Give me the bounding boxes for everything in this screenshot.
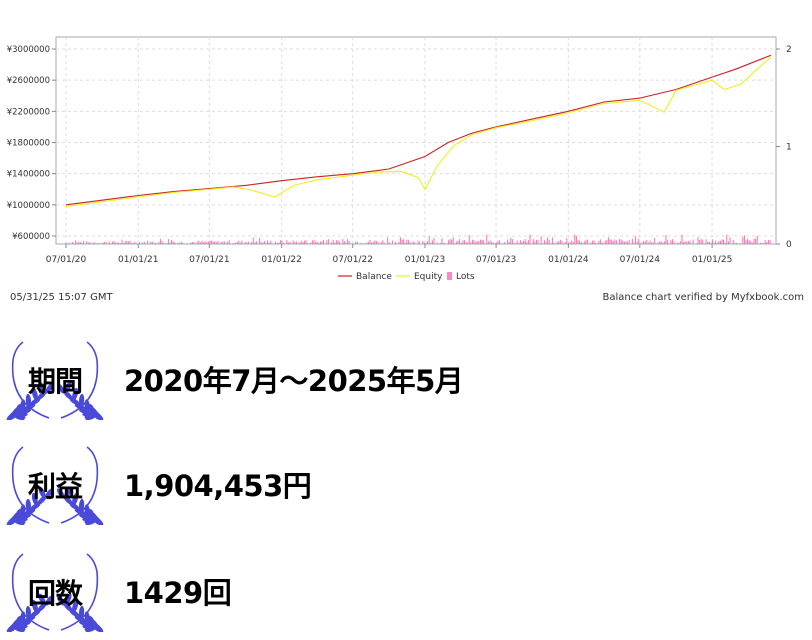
y2-tick-label: 1: [786, 143, 792, 153]
x-tick-label: 07/01/24: [620, 255, 661, 265]
laurel-wreath-icon: [6, 553, 104, 632]
series-line-equity: [65, 56, 772, 207]
series-lines: [65, 54, 772, 207]
series-line-balance: [65, 54, 772, 206]
y-tick-label: ¥2200000: [7, 107, 50, 117]
x-tick-label: 01/01/23: [405, 255, 445, 265]
stat-profit: 利益 1,904,453円: [0, 443, 812, 533]
chart-timestamp: 05/31/25 15:07 GMT: [10, 292, 113, 303]
y-tick-label: ¥2600000: [7, 76, 50, 86]
y2-tick-label: 0: [786, 240, 792, 250]
laurel-wreath-icon: [6, 446, 104, 525]
x-tick-label: 07/01/23: [476, 255, 516, 265]
chart-legend[interactable]: Balance Equity Lots: [338, 272, 475, 282]
lots-bars: [65, 234, 771, 244]
x-tick-label: 01/01/25: [692, 255, 732, 265]
legend-swatch-lots: [447, 272, 452, 280]
stat-trades-label: 回数: [27, 577, 83, 610]
legend-label-lots: Lots: [456, 272, 475, 282]
legend-label-balance: Balance: [356, 272, 392, 282]
stat-trades: 回数 1429回: [0, 550, 812, 640]
stat-profit-label: 利益: [27, 470, 83, 503]
laurel-wreath-icon: [6, 341, 104, 420]
y-tick-label: ¥600000: [12, 232, 50, 242]
stat-period-value: 2020年7月〜2025年5月: [124, 364, 464, 398]
x-tick-label: 07/01/22: [333, 255, 373, 265]
stat-period: 期間 2020年7月〜2025年5月: [0, 338, 812, 428]
x-tick-label: 01/01/22: [261, 255, 301, 265]
stat-trades-value: 1429回: [124, 576, 232, 610]
y2-tick-label: 2: [786, 45, 792, 55]
chart-credit[interactable]: Balance chart verified by Myfxbook.com: [602, 292, 804, 303]
axis-labels: 07/01/20 01/01/21 07/01/21 01/01/22 07/01/22…: [7, 45, 792, 265]
y-tick-label: ¥1800000: [7, 139, 50, 149]
x-tick-label: 07/01/20: [46, 255, 87, 265]
stat-profit-value: 1,904,453円: [124, 469, 312, 503]
y-tick-label: ¥1000000: [7, 201, 50, 211]
stat-period-label: 期間: [27, 365, 83, 398]
x-tick-label: 07/01/21: [189, 255, 229, 265]
y-tick-label: ¥3000000: [7, 45, 50, 55]
x-tick-label: 01/01/21: [118, 255, 158, 265]
y-tick-label: ¥1400000: [7, 170, 50, 180]
grid-lines: [56, 37, 776, 244]
legend-label-equity: Equity: [414, 272, 443, 282]
x-tick-label: 01/01/24: [548, 255, 589, 265]
plot-area: [55, 36, 777, 245]
balance-chart: 07/01/20 01/01/21 07/01/21 01/01/22 07/01/22…: [7, 36, 792, 282]
